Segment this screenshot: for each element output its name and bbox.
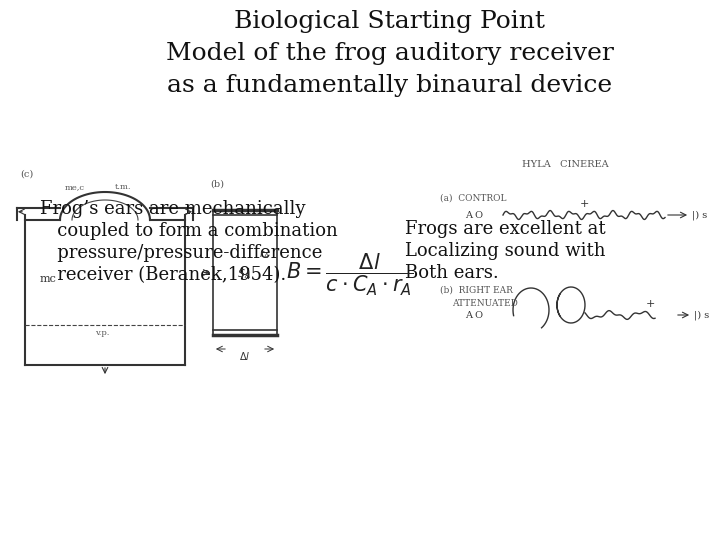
Text: Biological Starting Point: Biological Starting Point	[235, 10, 546, 33]
Text: t.m.: t.m.	[115, 183, 132, 191]
Text: ATTENUATED: ATTENUATED	[452, 299, 518, 308]
Text: $S_A$: $S_A$	[237, 267, 251, 281]
Text: A O: A O	[465, 211, 483, 219]
Text: Frogs are excellent at: Frogs are excellent at	[405, 220, 606, 238]
Text: (c): (c)	[20, 170, 33, 179]
Text: +: +	[645, 299, 654, 309]
Text: (b): (b)	[210, 180, 224, 189]
Text: pressure/pressure-difference: pressure/pressure-difference	[40, 244, 323, 262]
Text: (a)  CONTROL: (a) CONTROL	[440, 194, 506, 203]
Text: Localizing sound with: Localizing sound with	[405, 242, 606, 260]
Text: A O: A O	[465, 310, 483, 320]
Text: mc: mc	[40, 274, 57, 285]
Text: Both ears.: Both ears.	[405, 264, 499, 282]
Text: |) s: |) s	[692, 210, 707, 220]
Text: coupled to form a combination: coupled to form a combination	[40, 222, 338, 240]
Text: v.p.: v.p.	[95, 329, 109, 337]
Text: |) s: |) s	[694, 310, 709, 320]
Text: +: +	[580, 199, 589, 209]
Text: Model of the frog auditory receiver: Model of the frog auditory receiver	[166, 42, 614, 65]
Text: HYLA   CINEREA: HYLA CINEREA	[522, 160, 608, 169]
Text: (b)  RIGHT EAR: (b) RIGHT EAR	[440, 286, 513, 295]
Text: $B = \dfrac{\Delta l}{c \cdot C_A \cdot r_A}$: $B = \dfrac{\Delta l}{c \cdot C_A \cdot …	[287, 252, 414, 298]
Text: $r_A$: $r_A$	[259, 248, 269, 261]
Text: Frog’s ears are mechanically: Frog’s ears are mechanically	[40, 200, 305, 218]
Text: me,c: me,c	[65, 183, 85, 191]
Text: receiver (Beranek,1954).: receiver (Beranek,1954).	[40, 266, 287, 284]
Text: $\Delta l$: $\Delta l$	[239, 350, 251, 362]
Text: as a fundamentally binaural device: as a fundamentally binaural device	[168, 74, 613, 97]
